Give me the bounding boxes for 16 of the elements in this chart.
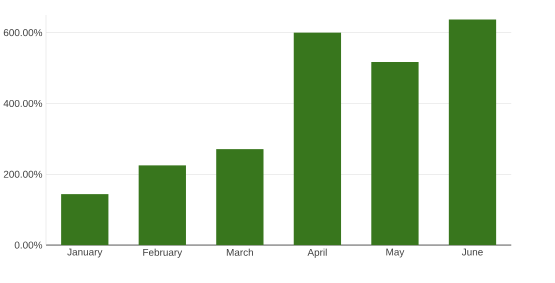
- y-tick-label: 600.00%: [4, 29, 42, 36]
- x-tick-label: June: [462, 248, 483, 256]
- bar: [216, 149, 264, 246]
- y-tick-label: 400.00%: [4, 100, 42, 107]
- bar: [294, 32, 342, 246]
- x-tick-label: March: [226, 248, 253, 256]
- x-tick-label: January: [67, 248, 102, 258]
- bar: [61, 194, 108, 246]
- x-tick-label: May: [386, 248, 404, 258]
- bar: [138, 165, 186, 246]
- x-tick-label: February: [143, 248, 182, 258]
- y-tick-label: 200.00%: [4, 170, 42, 178]
- x-tick-label: April: [307, 248, 327, 258]
- y-tick-label: 0.00%: [14, 242, 42, 249]
- bar: [371, 62, 419, 246]
- bar: [448, 20, 496, 246]
